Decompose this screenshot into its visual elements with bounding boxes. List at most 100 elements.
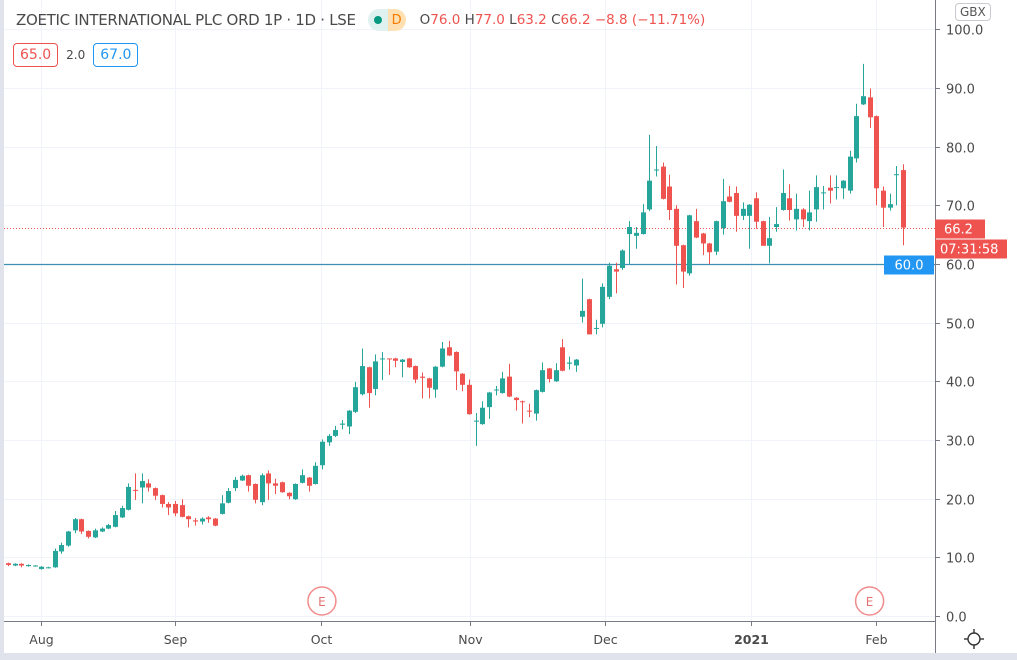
candle-up	[620, 249, 625, 270]
settings-gear-icon[interactable]	[963, 628, 985, 650]
candle-down	[287, 492, 292, 500]
candle-body	[93, 530, 98, 538]
candle-down	[467, 379, 472, 415]
symbol-title[interactable]: ZOETIC INTERNATIONAL PLC ORD 1P · 1D · L…	[16, 11, 356, 29]
candle-body	[641, 212, 646, 235]
candle-down	[587, 298, 592, 335]
candle-down	[828, 175, 833, 204]
candle-body	[160, 495, 165, 504]
candle-up	[433, 366, 438, 398]
candle-up	[293, 483, 298, 500]
y-tick-label: 20.0	[946, 494, 975, 509]
sell-button[interactable]: 65.0	[13, 43, 59, 67]
candle-body	[707, 243, 712, 253]
candle-down	[206, 516, 211, 523]
earnings-marker[interactable]: E	[854, 586, 885, 616]
candle-body	[206, 517, 211, 520]
hline-badge	[884, 255, 934, 275]
candle-up	[807, 190, 812, 231]
time-axis[interactable]: Aug Sep Oct Nov Dec 2021 Feb	[29, 621, 888, 647]
candle-up	[574, 359, 579, 372]
candle-body	[59, 545, 64, 552]
candle-up	[814, 175, 819, 222]
candle-body	[901, 170, 906, 228]
candle-body	[587, 299, 592, 335]
candle-down	[413, 365, 418, 384]
candle-down	[186, 515, 191, 528]
candle-down	[447, 340, 452, 357]
y-tick-label: 80.0	[946, 142, 975, 157]
candle-body	[73, 519, 78, 531]
candle-body	[494, 389, 499, 391]
candle-body	[701, 233, 706, 244]
candle-down	[86, 530, 91, 539]
candle-up	[233, 476, 238, 492]
candle-body	[193, 520, 198, 522]
candle-body	[133, 489, 138, 491]
candle-body	[100, 528, 105, 532]
candle-body	[554, 370, 559, 382]
candle-body	[567, 362, 572, 364]
ohlc-values: O76.0 H77.0 L63.2 C66.2 −8.8 (−11.71%)	[420, 12, 706, 28]
candle-body	[427, 378, 432, 388]
candle-up	[26, 564, 31, 567]
candle-body	[140, 481, 145, 488]
candle-up	[39, 566, 44, 570]
candle-body	[480, 407, 485, 425]
candle-body	[848, 156, 853, 191]
earnings-label: E	[866, 595, 874, 609]
candle-up	[721, 178, 726, 235]
candle-body	[460, 373, 465, 385]
candle-body	[13, 563, 18, 566]
candle-body	[166, 503, 171, 508]
market-status[interactable]: D	[367, 9, 406, 31]
candle-body	[620, 250, 625, 269]
earnings-marker[interactable]: E	[307, 586, 337, 616]
candle-body	[380, 358, 385, 360]
buy-button[interactable]: 67.0	[93, 43, 139, 67]
candle-body	[681, 245, 686, 272]
low-label: L	[509, 12, 517, 28]
candle-down	[527, 403, 532, 418]
candle-body	[540, 370, 545, 392]
y-tick-label: 60.0	[946, 259, 975, 274]
candle-body	[433, 366, 438, 390]
candle-body	[487, 392, 492, 408]
candle-body	[186, 516, 191, 520]
x-tick-label: Dec	[593, 632, 617, 647]
candle-body	[727, 196, 732, 202]
candle-body	[874, 116, 879, 189]
spread-value: 2.0	[66, 48, 86, 62]
candle-body	[814, 187, 819, 210]
candle-body	[614, 269, 619, 272]
candle-body	[367, 367, 372, 394]
candle-down	[160, 494, 165, 508]
candle-body	[600, 286, 605, 324]
candle-down	[246, 474, 251, 492]
candle-up	[380, 351, 385, 381]
candle-body	[287, 492, 292, 497]
candle-up	[687, 214, 692, 276]
change-value: −8.8 (−11.71%)	[594, 12, 706, 28]
candle-up	[641, 204, 646, 235]
currency-button[interactable]: GBX	[955, 3, 991, 21]
candle-body	[153, 488, 158, 496]
candle-down	[307, 476, 312, 492]
candle-body	[467, 384, 472, 415]
price-axis[interactable]: 0.0 10.0 20.0 30.0 40.0 50.0 60.0 70.0 80.0 90.0 1…	[935, 24, 983, 626]
candle-down	[734, 186, 739, 232]
candle-up	[333, 425, 338, 438]
high-label: H	[464, 12, 475, 28]
candle-body	[393, 358, 398, 361]
candle-up	[327, 434, 332, 446]
candle-body	[474, 420, 479, 422]
candle-body	[828, 187, 833, 191]
left-edge	[0, 0, 4, 660]
horizontal-line-group[interactable]	[4, 228, 935, 266]
candle-body	[801, 209, 806, 220]
candle-down	[153, 487, 158, 500]
candle-body	[627, 227, 632, 235]
